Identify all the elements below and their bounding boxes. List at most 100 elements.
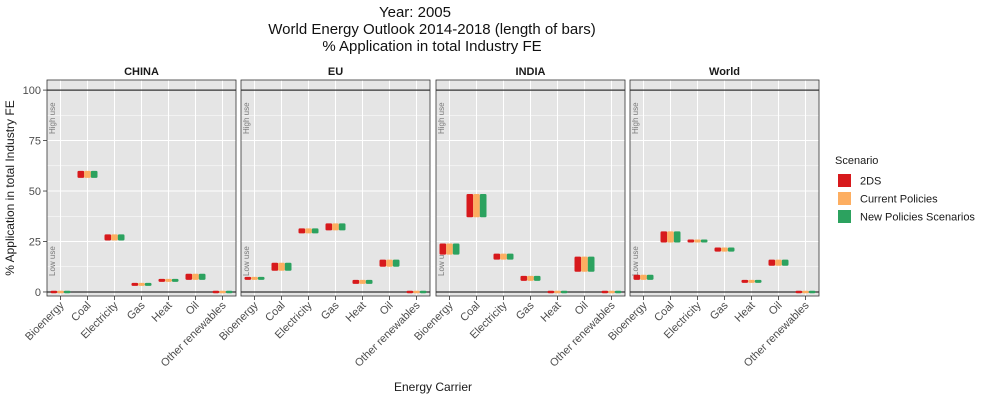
x-tick-label: Gas [514,299,537,322]
bar-heat [352,279,373,284]
bar-segment-2ds [379,259,387,267]
high-use-label: High use [631,102,640,134]
bar-segment-2ds [325,223,333,231]
strip-background [47,62,236,80]
bar-coal [660,231,681,243]
low-use-label: Low use [631,246,640,276]
bar-gas [520,275,541,281]
legend-swatch [838,210,851,223]
bar-segment-current-policies [554,290,561,294]
bar-gas [131,282,152,286]
y-tick-label: 50 [29,186,41,198]
high-use-label: High use [48,102,57,134]
legend-item-new-policies-scenarios: New Policies Scenarios [838,210,975,224]
bar-segment-new-policies-scenarios [392,259,400,267]
bar-segment-current-policies [111,234,118,241]
bar-segment-new-policies-scenarios [673,231,681,243]
low-use-label: Low use [48,246,57,276]
bar-segment-2ds [741,279,749,283]
bar-segment-current-policies [721,247,728,252]
bar-segment-new-policies-scenarios [479,194,487,218]
bar-oil [185,273,206,280]
bar-segment-2ds [601,290,609,294]
chart-title-main: World Energy Outlook 2014-2018 (length o… [268,21,595,38]
bar-segment-2ds [520,275,528,281]
legend-label: 2DS [860,176,881,188]
bar-segment-current-policies [251,276,258,280]
legend-label: New Policies Scenarios [860,212,975,224]
y-tick-label: 100 [23,85,41,97]
bar-gas [325,223,346,231]
x-tick-label: Gas [708,299,731,322]
bar-segment-current-policies [278,262,285,271]
bar-segment-current-policies [219,290,226,294]
bar-gas [714,247,735,252]
bar-segment-current-policies [667,231,674,243]
legend-item-2ds: 2DS [838,174,881,188]
strip-background [241,62,430,80]
bar-segment-new-policies-scenarios [117,234,125,241]
x-tick-label: Heat [539,300,564,325]
bar-segment-new-policies-scenarios [614,290,622,294]
x-tick-label: Oil [378,300,396,318]
y-tick-label: 25 [29,236,41,248]
bar-segment-new-policies-scenarios [90,170,98,178]
bar-segment-2ds [547,290,555,294]
x-tick-label: Heat [733,300,758,325]
bar-segment-2ds [406,290,414,294]
x-tick-label: Heat [344,300,369,325]
legend: Scenario 2DS Current Policies New Policies… [835,155,975,224]
bar-segment-current-policies [640,274,647,280]
bar-segment-current-policies [386,259,393,267]
bar-segment-current-policies [359,279,366,284]
bar-segment-new-policies-scenarios [311,228,319,234]
bar-segment-2ds [439,243,447,255]
bar-segment-2ds [352,279,360,284]
x-tick-label: Oil [573,300,591,318]
bar-segment-current-policies [802,290,809,294]
bar-segment-new-policies-scenarios [808,290,816,294]
bar-heat [547,290,568,294]
strip-label: World [709,66,740,78]
bar-segment-current-policies [473,194,480,218]
bar-segment-new-policies-scenarios [198,273,206,280]
bar-segment-new-policies-scenarios [533,275,541,281]
legend-swatch [838,192,851,205]
bar-segment-new-policies-scenarios [560,290,568,294]
bar-segment-new-policies-scenarios [257,276,265,280]
bar-other-renewables [601,290,622,294]
bar-segment-2ds [466,194,474,218]
bar-bioenergy [50,290,71,294]
x-tick-label: Gas [319,299,342,322]
bar-segment-2ds [687,239,695,243]
bar-coal [77,170,98,178]
x-tick-label: Heat [150,300,175,325]
bar-electricity [104,234,125,241]
bar-bioenergy [244,276,265,280]
bar-segment-new-policies-scenarios [284,262,292,271]
bar-heat [741,279,762,283]
bar-segment-2ds [633,274,641,280]
bar-segment-2ds [660,231,668,243]
bar-segment-new-policies-scenarios [727,247,735,252]
bar-segment-current-policies [305,228,312,234]
bar-segment-2ds [244,276,252,280]
x-tick-label: Gas [125,299,148,322]
bar-segment-2ds [158,278,166,282]
x-tick-label: Oil [184,300,202,318]
high-use-label: High use [242,102,251,134]
bar-segment-current-policies [446,243,453,255]
bar-segment-new-policies-scenarios [225,290,233,294]
bar-electricity [493,253,514,260]
chart-title-metric: % Application in total Industry FE [322,38,541,55]
bar-bioenergy [633,274,654,280]
bar-segment-2ds [212,290,220,294]
bar-segment-current-policies [332,223,339,231]
bar-segment-new-policies-scenarios [781,259,789,266]
legend-label: Current Policies [860,194,938,206]
